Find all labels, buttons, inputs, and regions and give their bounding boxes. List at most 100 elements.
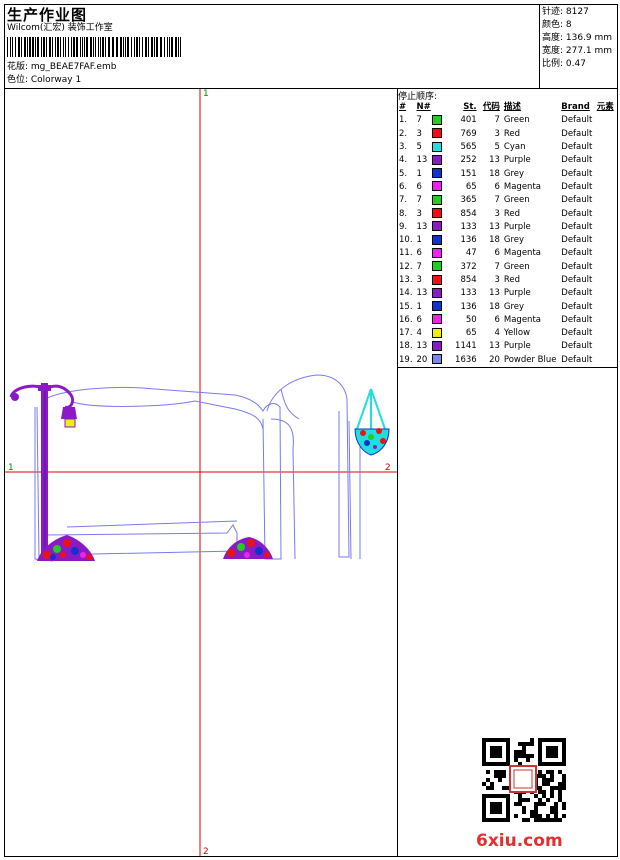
table-row: 6. 6 65 6 Magenta Default — [397, 181, 620, 194]
row-element — [597, 300, 620, 313]
table-row: 13. 3 854 3 Red Default — [397, 274, 620, 287]
row-code: 13 — [489, 155, 500, 166]
row-index: 11. — [399, 248, 413, 259]
table-row: 12. 7 372 7 Green Default — [397, 261, 620, 274]
stitch-count: 针迹: 8127 — [542, 7, 589, 17]
row-stitches: 151 — [460, 168, 477, 179]
row-swatch — [432, 141, 449, 154]
axis-marker-bottom: 2 — [203, 847, 209, 857]
axis-marker-right: 2 — [385, 463, 391, 473]
table-row: 7. 7 365 7 Green Default — [397, 194, 620, 207]
row-description: Purple — [503, 341, 531, 352]
row-swatch — [432, 300, 449, 313]
hanging-basket — [354, 388, 390, 456]
design-width: 宽度: 277.1 mm — [542, 46, 613, 56]
header-divider — [4, 88, 618, 89]
table-row: 1. 7 401 7 Green Default — [397, 114, 620, 127]
row-needle: 7 — [416, 195, 422, 206]
row-description: Red — [503, 208, 521, 219]
row-stitches: 47 — [465, 248, 477, 259]
row-needle: 7 — [416, 261, 422, 272]
row-description: Purple — [503, 155, 531, 166]
site-logo: 6xiu.com — [476, 831, 563, 851]
row-index: 19. — [399, 354, 413, 365]
color-swatch — [432, 287, 443, 298]
stats-divider — [539, 4, 540, 89]
design-scale: 比例: 0.47 — [542, 59, 586, 69]
row-needle: 3 — [416, 275, 422, 285]
row-stitches: 854 — [460, 208, 477, 219]
row-brand: Default — [561, 181, 593, 192]
subtitle: Wilcom(汇宏) 装饰工作室 — [7, 23, 113, 33]
row-element — [597, 354, 620, 367]
design-name: 花版: mg_BEAE7FAF.emb — [7, 62, 117, 72]
row-stitches: 1636 — [455, 354, 477, 365]
row-code: 20 — [489, 354, 500, 365]
row-needle: 5 — [416, 142, 422, 153]
row-code: 3 — [494, 128, 500, 139]
axis-marker-top: 1 — [203, 89, 209, 99]
row-index: 6. — [399, 181, 408, 192]
axis-marker-left: 1 — [8, 463, 14, 473]
row-element — [597, 167, 620, 180]
row-swatch — [432, 314, 449, 327]
col-stitches: St. — [463, 102, 477, 113]
row-needle: 6 — [416, 314, 422, 325]
table-row: 11. 6 47 6 Magenta Default — [397, 247, 620, 260]
row-element — [597, 194, 620, 207]
row-description: Magenta — [503, 181, 541, 192]
col-description: 描述 — [503, 102, 521, 113]
row-needle: 3 — [416, 208, 422, 219]
table-row: 2. 3 769 3 Red Default — [397, 128, 620, 141]
row-description: Purple — [503, 221, 531, 232]
design-panel-divider — [397, 88, 398, 857]
row-brand: Default — [561, 341, 593, 352]
row-needle: 4 — [416, 328, 422, 339]
row-needle: 1 — [416, 168, 422, 179]
row-description: Red — [503, 128, 521, 139]
row-brand: Default — [561, 208, 593, 219]
row-stitches: 65 — [465, 181, 477, 192]
row-element — [597, 340, 620, 353]
row-element — [597, 274, 620, 287]
row-swatch — [432, 340, 449, 353]
row-index: 13. — [399, 275, 413, 285]
row-description: Green — [503, 115, 530, 126]
row-index: 10. — [399, 235, 413, 246]
row-description: Purple — [503, 288, 531, 299]
row-description: Grey — [503, 301, 525, 312]
design-height: 高度: 136.9 mm — [542, 33, 613, 43]
sequence-divider — [397, 367, 618, 368]
row-code: 18 — [489, 301, 500, 312]
row-needle: 13 — [416, 221, 428, 232]
row-element — [597, 261, 620, 274]
row-element — [597, 287, 620, 300]
row-element — [597, 221, 620, 234]
row-swatch — [432, 167, 449, 180]
row-element — [597, 247, 620, 260]
row-code: 18 — [489, 168, 500, 179]
color-swatch — [432, 114, 443, 125]
row-element — [597, 314, 620, 327]
col-swatch — [432, 101, 449, 114]
color-swatch — [432, 301, 443, 312]
row-element — [597, 154, 620, 167]
table-row: 9. 13 133 13 Purple Default — [397, 221, 620, 234]
row-swatch — [432, 154, 449, 167]
row-index: 5. — [399, 168, 408, 179]
row-index: 12. — [399, 261, 413, 272]
row-stitches: 565 — [460, 142, 477, 153]
row-index: 17. — [399, 328, 413, 339]
row-description: Green — [503, 261, 530, 272]
row-swatch — [432, 247, 449, 260]
color-swatch — [432, 247, 443, 258]
barcode — [7, 37, 181, 57]
row-brand: Default — [561, 115, 593, 126]
row-brand: Default — [561, 221, 593, 232]
row-description: Red — [503, 275, 521, 285]
colorway-name: 色位: Colorway 1 — [7, 75, 82, 85]
row-description: Powder Blue — [503, 354, 557, 365]
row-stitches: 65 — [465, 328, 477, 339]
row-swatch — [432, 181, 449, 194]
row-code: 7 — [494, 115, 500, 126]
